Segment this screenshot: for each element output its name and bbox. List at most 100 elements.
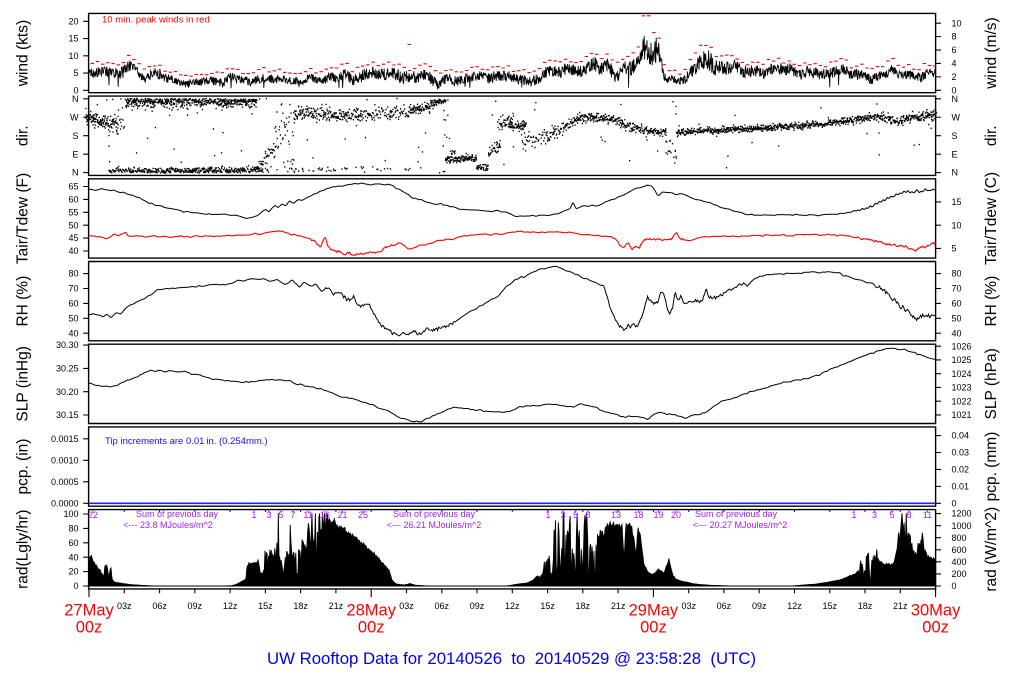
- svg-text:<--- 26.21 MJoules/m^2: <--- 26.21 MJoules/m^2: [387, 520, 482, 530]
- svg-text:18: 18: [633, 510, 643, 520]
- svg-text:21z: 21z: [611, 601, 626, 611]
- svg-text:00z: 00z: [358, 619, 385, 637]
- svg-text:6: 6: [952, 45, 957, 55]
- svg-text:06z: 06z: [435, 601, 450, 611]
- svg-text:UW Rooftop Data for 20140526: UW Rooftop Data for 20140526 to 20140529…: [267, 649, 756, 668]
- svg-text:8: 8: [585, 510, 590, 520]
- svg-text:09z: 09z: [188, 601, 203, 611]
- svg-text:10: 10: [952, 220, 962, 230]
- svg-text:0: 0: [73, 581, 78, 591]
- svg-text:60: 60: [68, 538, 78, 548]
- svg-text:1: 1: [251, 510, 256, 520]
- svg-text:0: 0: [952, 85, 957, 95]
- svg-text:1025: 1025: [952, 355, 972, 365]
- svg-text:dir.: dir.: [983, 125, 1000, 146]
- svg-text:SLP (inHg): SLP (inHg): [15, 346, 32, 422]
- svg-text:15z: 15z: [258, 601, 273, 611]
- svg-text:60: 60: [68, 299, 78, 309]
- svg-text:100: 100: [63, 509, 78, 519]
- svg-text:pcp. (mm): pcp. (mm): [983, 432, 1000, 502]
- svg-text:3: 3: [560, 510, 565, 520]
- svg-text:S: S: [72, 131, 78, 141]
- svg-text:50: 50: [952, 313, 962, 323]
- svg-text:80: 80: [68, 269, 78, 279]
- svg-text:10 min. peak winds in red: 10 min. peak winds in red: [102, 15, 210, 26]
- svg-text:03z: 03z: [117, 601, 132, 611]
- svg-text:1021: 1021: [952, 410, 972, 420]
- svg-text:1023: 1023: [952, 383, 972, 393]
- svg-text:60: 60: [952, 299, 962, 309]
- svg-text:12z: 12z: [787, 601, 802, 611]
- svg-text:0: 0: [73, 85, 78, 95]
- svg-text:06z: 06z: [717, 601, 732, 611]
- svg-text:0.01: 0.01: [952, 481, 970, 491]
- svg-text:15: 15: [68, 34, 78, 44]
- svg-text:rad(Lgly/hr): rad(Lgly/hr): [15, 510, 32, 589]
- svg-text:RH (%): RH (%): [983, 276, 1000, 327]
- svg-text:11: 11: [303, 510, 312, 520]
- svg-text:80: 80: [68, 524, 78, 534]
- svg-text:30.20: 30.20: [56, 387, 79, 397]
- svg-text:5: 5: [73, 68, 78, 78]
- svg-text:30.30: 30.30: [56, 340, 79, 350]
- svg-text:3: 3: [872, 510, 877, 520]
- svg-text:40: 40: [952, 328, 962, 338]
- svg-text:55: 55: [68, 207, 78, 217]
- svg-text:0.0010: 0.0010: [51, 455, 79, 465]
- svg-text:1022: 1022: [952, 396, 972, 406]
- svg-text:20: 20: [68, 16, 78, 26]
- svg-text:40: 40: [68, 246, 78, 256]
- svg-text:5: 5: [278, 510, 283, 520]
- svg-text:pcp. (in): pcp. (in): [15, 439, 32, 495]
- svg-text:1000: 1000: [952, 521, 972, 531]
- svg-text:20: 20: [671, 510, 681, 520]
- svg-text:13: 13: [611, 510, 621, 520]
- svg-text:600: 600: [952, 545, 967, 555]
- svg-text:18z: 18z: [858, 601, 873, 611]
- svg-text:1026: 1026: [952, 341, 972, 351]
- svg-text:21z: 21z: [329, 601, 344, 611]
- svg-text:E: E: [72, 149, 78, 159]
- svg-text:40: 40: [68, 328, 78, 338]
- svg-text:E: E: [952, 149, 958, 159]
- svg-text:<--- 23.8 MJoules/m^2: <--- 23.8 MJoules/m^2: [123, 520, 213, 530]
- svg-text:00z: 00z: [922, 619, 949, 637]
- svg-text:1024: 1024: [952, 369, 972, 379]
- svg-text:5: 5: [889, 510, 894, 520]
- svg-text:30.25: 30.25: [56, 364, 79, 374]
- svg-text:<--- 20.27 MJoules/m^2: <--- 20.27 MJoules/m^2: [693, 520, 788, 530]
- svg-text:RH (%): RH (%): [15, 276, 32, 327]
- svg-text:03z: 03z: [681, 601, 696, 611]
- svg-text:09z: 09z: [470, 601, 485, 611]
- svg-text:SLP (hPa): SLP (hPa): [983, 348, 1000, 419]
- svg-text:1200: 1200: [952, 509, 972, 519]
- svg-text:N: N: [72, 168, 79, 178]
- svg-text:09z: 09z: [752, 601, 767, 611]
- svg-text:Tip increments are 0.01 in. (0: Tip increments are 0.01 in. (0.254mm.): [105, 436, 268, 447]
- svg-text:400: 400: [952, 557, 967, 567]
- svg-text:3: 3: [266, 510, 271, 520]
- svg-text:Sum of previous day: Sum of previous day: [393, 509, 476, 519]
- svg-text:5: 5: [573, 510, 578, 520]
- svg-text:29May: 29May: [629, 602, 679, 620]
- svg-text:00z: 00z: [640, 619, 667, 637]
- svg-text:15z: 15z: [823, 601, 838, 611]
- svg-text:18z: 18z: [576, 601, 591, 611]
- svg-text:0: 0: [952, 498, 957, 508]
- svg-text:03z: 03z: [399, 601, 414, 611]
- svg-text:N: N: [72, 94, 79, 104]
- svg-text:dir.: dir.: [15, 125, 32, 146]
- svg-text:0.02: 0.02: [952, 465, 970, 475]
- svg-text:27May: 27May: [64, 602, 114, 620]
- svg-text:65: 65: [68, 182, 78, 192]
- svg-text:10: 10: [952, 18, 962, 28]
- svg-text:4: 4: [952, 59, 957, 69]
- svg-text:70: 70: [952, 284, 962, 294]
- svg-text:8: 8: [906, 510, 911, 520]
- svg-text:28May: 28May: [346, 602, 396, 620]
- svg-text:0.0000: 0.0000: [51, 498, 79, 508]
- svg-text:200: 200: [952, 569, 967, 579]
- svg-text:0.03: 0.03: [952, 448, 970, 458]
- svg-text:W: W: [70, 112, 79, 122]
- svg-text:06z: 06z: [152, 601, 167, 611]
